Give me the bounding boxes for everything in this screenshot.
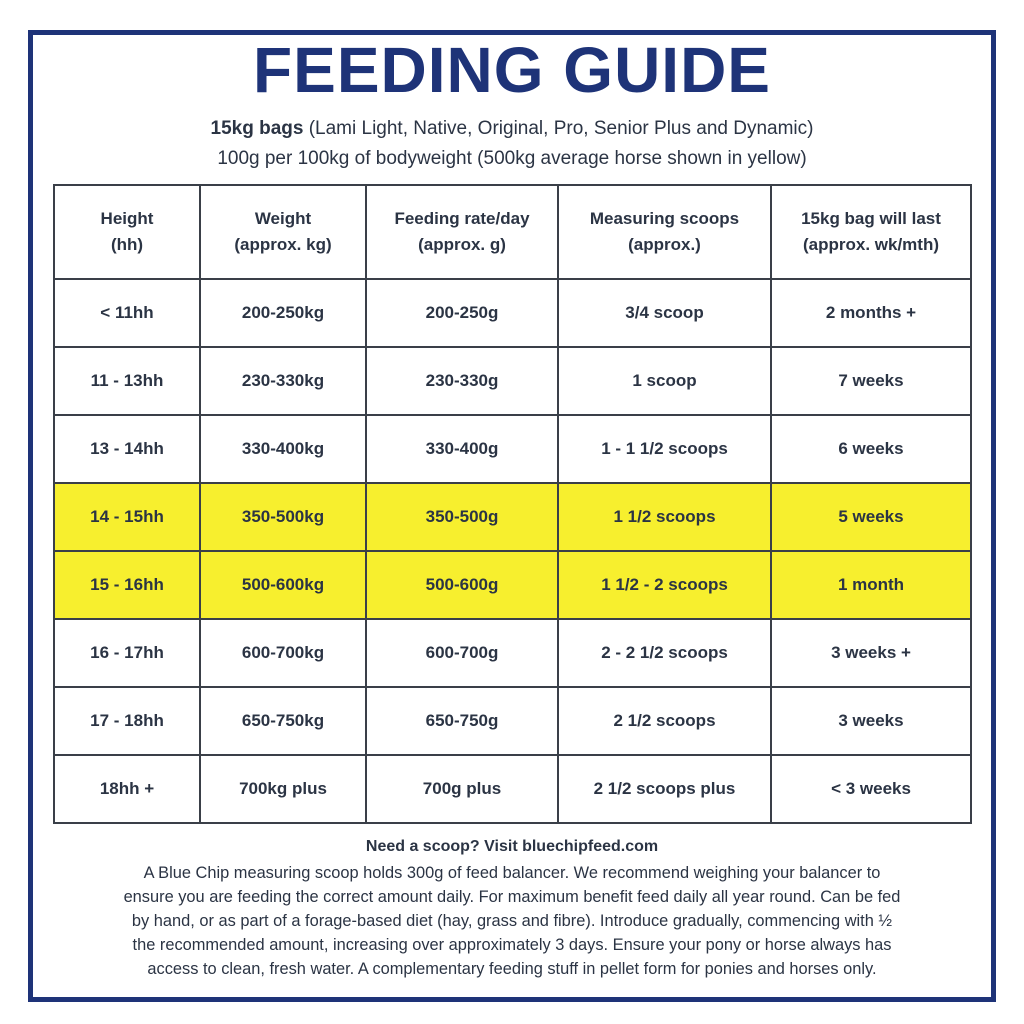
rate-info: 100g per 100kg of bodyweight (500kg aver… (217, 148, 807, 169)
cell-feeding-rate: 600-700g (365, 618, 559, 688)
table-row: < 11hh 200-250kg 200-250g 3/4 scoop 2 months… (53, 278, 972, 348)
product-list: (Lami Light, Native, Original, Pro, Seni… (303, 118, 814, 139)
table-row: 17 - 18hh 650-750kg 650-750g 2 1/2 scoops 3 … (53, 686, 972, 756)
cell-feeding-rate: 700g plus (365, 754, 559, 824)
cell-feeding-rate: 200-250g (365, 278, 559, 348)
cell-scoops: 1 1/2 - 2 scoops (557, 550, 772, 620)
cell-bag-duration: 5 weeks (770, 482, 972, 552)
cell-scoops: 2 1/2 scoops (557, 686, 772, 756)
cell-scoops: 1 - 1 1/2 scoops (557, 414, 772, 484)
cell-bag-duration: < 3 weeks (770, 754, 972, 824)
note-line: access to clean, fresh water. A compleme… (147, 960, 877, 978)
page-title: FEEDING GUIDE (253, 34, 771, 106)
note-line: the recommended amount, increasing over … (132, 936, 892, 954)
cell-bag-duration: 6 weeks (770, 414, 972, 484)
cell-weight: 650-750kg (199, 686, 367, 756)
cell-scoops: 2 - 2 1/2 scoops (557, 618, 772, 688)
note-line: A Blue Chip measuring scoop holds 300g o… (143, 864, 881, 882)
table-row: 18hh +700kg plus 700g plus 2 1/2 scoops pl… (53, 754, 972, 824)
bag-size: 15kg bags (210, 118, 304, 139)
header-weight: Weight (approx. kg) (199, 184, 367, 280)
cell-height: 17 - 18hh (53, 686, 201, 756)
cell-bag-duration: 2 months + (770, 278, 972, 348)
header-measuring-scoops: Measuring scoops (approx.) (557, 184, 772, 280)
cell-weight: 350-500kg (199, 482, 367, 552)
table-row: 15 - 16hh 500-600kg 500-600g 1 1/2 - 2 scoo… (53, 550, 972, 620)
cell-feeding-rate: 330-400g (365, 414, 559, 484)
cell-weight: 230-330kg (199, 346, 367, 416)
table-body: < 11hh 200-250kg 200-250g 3/4 scoop 2 months… (53, 278, 972, 824)
note-line: by hand, or as part of a forage-based di… (131, 912, 893, 930)
cell-height: < 11hh (53, 278, 201, 348)
cell-scoops: 2 1/2 scoops plus (557, 754, 772, 824)
cell-bag-duration: 1 month (770, 550, 972, 620)
cell-scoops: 1 1/2 scoops (557, 482, 772, 552)
cell-weight: 700kg plus (199, 754, 367, 824)
note-line: ensure you are feeding the correct amoun… (123, 888, 901, 906)
cell-weight: 600-700kg (199, 618, 367, 688)
cell-scoops: 1 scoop (557, 346, 772, 416)
cell-height: 16 - 17hh (53, 618, 201, 688)
table-row: 16 - 17hh 600-700kg 600-700g 2 - 2 1/2 scoo… (53, 618, 972, 688)
feeding-notes: A Blue Chip measuring scoop holds 300g o… (44, 861, 980, 981)
feeding-table: Height (hh) Weight (approx. kg) Feeding ra… (53, 184, 972, 824)
cell-weight: 500-600kg (199, 550, 367, 620)
cell-weight: 330-400kg (199, 414, 367, 484)
cell-height: 15 - 16hh (53, 550, 201, 620)
table-row: 13 - 14hh 330-400kg 330-400g 1 - 1 1/2 scoo… (53, 414, 972, 484)
table-row: 11 - 13hh 230-330kg 230-330g 1 scoop 7 weeks (53, 346, 972, 416)
cell-height: 13 - 14hh (53, 414, 201, 484)
header-bag-duration: 15kg bag will last (approx. wk/mth) (770, 184, 972, 280)
table-row: 14 - 15hh 350-500kg 350-500g 1 1/2 scoops 5 … (53, 482, 972, 552)
header-row: Height (hh) Weight (approx. kg) Feeding ra… (53, 184, 972, 280)
cell-feeding-rate: 650-750g (365, 686, 559, 756)
cell-height: 18hh + (53, 754, 201, 824)
cell-feeding-rate: 230-330g (365, 346, 559, 416)
cell-weight: 200-250kg (199, 278, 367, 348)
bag-info: 15kg bags (Lami Light, Native, Original,… (0, 119, 1024, 138)
cell-bag-duration: 3 weeks (770, 686, 972, 756)
cell-feeding-rate: 350-500g (365, 482, 559, 552)
header-height: Height (hh) (53, 184, 201, 280)
cell-height: 11 - 13hh (53, 346, 201, 416)
header-feeding-rate: Feeding rate/day (approx. g) (365, 184, 559, 280)
scoop-promo: Need a scoop? Visit bluechipfeed.com (365, 838, 659, 855)
cell-bag-duration: 3 weeks + (770, 618, 972, 688)
cell-scoops: 3/4 scoop (557, 278, 772, 348)
cell-bag-duration: 7 weeks (770, 346, 972, 416)
guide-frame (28, 30, 996, 1002)
cell-height: 14 - 15hh (53, 482, 201, 552)
cell-feeding-rate: 500-600g (365, 550, 559, 620)
